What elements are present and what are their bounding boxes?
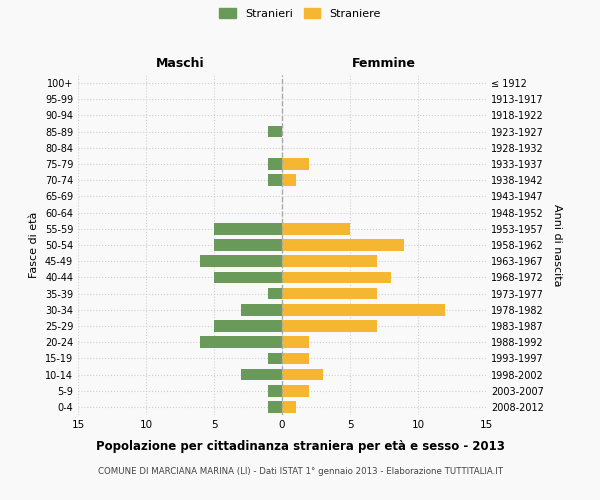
Text: Maschi: Maschi [155,57,205,70]
Bar [268,126,282,138]
Bar [282,174,296,186]
Bar [282,223,350,234]
Bar [282,256,377,267]
Bar [268,288,282,300]
Text: Femmine: Femmine [352,57,416,70]
Bar [282,158,309,170]
Bar [214,320,282,332]
Bar [214,223,282,234]
Bar [214,239,282,251]
Bar [282,401,296,412]
Bar [200,336,282,348]
Bar [268,158,282,170]
Bar [214,272,282,283]
Bar [268,352,282,364]
Bar [282,368,323,380]
Text: Popolazione per cittadinanza straniera per età e sesso - 2013: Popolazione per cittadinanza straniera p… [95,440,505,453]
Legend: Stranieri, Straniere: Stranieri, Straniere [219,8,381,19]
Bar [268,174,282,186]
Bar [241,368,282,380]
Text: COMUNE DI MARCIANA MARINA (LI) - Dati ISTAT 1° gennaio 2013 - Elaborazione TUTTI: COMUNE DI MARCIANA MARINA (LI) - Dati IS… [97,468,503,476]
Bar [282,336,309,348]
Bar [282,320,377,332]
Bar [282,385,309,396]
Bar [268,401,282,412]
Bar [282,239,404,251]
Bar [282,352,309,364]
Bar [241,304,282,316]
Y-axis label: Fasce di età: Fasce di età [29,212,39,278]
Y-axis label: Anni di nascita: Anni di nascita [552,204,562,286]
Bar [282,304,445,316]
Bar [268,385,282,396]
Bar [200,256,282,267]
Bar [282,272,391,283]
Bar [282,288,377,300]
